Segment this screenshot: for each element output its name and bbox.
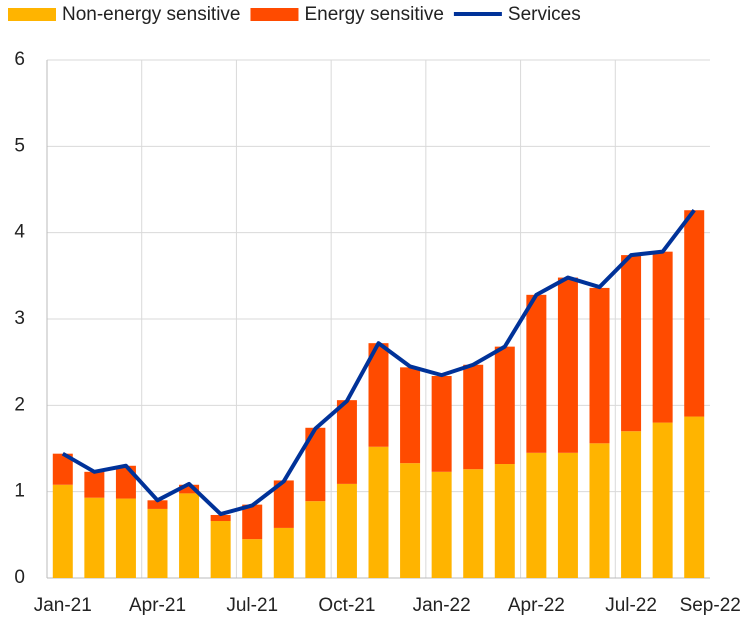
bar [147, 500, 168, 509]
bar [242, 539, 263, 578]
bar [368, 446, 389, 578]
legend-label: Energy sensitive [304, 4, 443, 25]
bar [431, 471, 452, 578]
bar [273, 480, 294, 528]
bar [52, 484, 73, 578]
bar [684, 210, 705, 417]
bar [589, 287, 610, 444]
x-tick-label: Apr-21 [129, 595, 186, 616]
x-tick-label: Apr-22 [508, 595, 565, 616]
bar [526, 294, 547, 453]
bar [179, 493, 200, 578]
bar [557, 277, 578, 453]
bar [147, 508, 168, 578]
line [61, 209, 696, 517]
bar [84, 497, 105, 578]
bar [463, 364, 484, 470]
bar [494, 346, 515, 465]
bar [684, 416, 705, 578]
bar [463, 469, 484, 578]
bar [336, 400, 357, 484]
x-tick-label: Oct-21 [318, 595, 375, 616]
y-tick-label: 3 [14, 308, 25, 329]
bar [52, 453, 73, 485]
bar [652, 251, 673, 423]
y-tick-label: 6 [14, 49, 25, 70]
bar [368, 343, 389, 447]
bar [400, 367, 421, 464]
x-tick-label: Sep-22 [680, 595, 741, 616]
bar [273, 527, 294, 578]
y-tick-label: 0 [14, 567, 25, 588]
bar [621, 431, 642, 578]
x-tick-label: Jan-21 [34, 595, 92, 616]
x-tick-label: Jan-22 [413, 595, 471, 616]
y-tick-label: 4 [14, 222, 25, 243]
bar [621, 255, 642, 432]
bar [179, 484, 200, 494]
bar [494, 464, 515, 578]
legend-swatch [8, 8, 56, 21]
bar [305, 427, 326, 502]
x-tick-label: Jul-21 [226, 595, 278, 616]
bar [84, 471, 105, 498]
y-tick-label: 2 [14, 394, 25, 415]
legend-swatch [250, 8, 299, 21]
bar [526, 452, 547, 578]
bar [210, 514, 231, 522]
bar [242, 504, 263, 540]
y-tick-label: 1 [14, 481, 25, 502]
bar [336, 483, 357, 578]
x-tick-label: Jul-22 [605, 595, 657, 616]
bar [400, 463, 421, 578]
bar [557, 452, 578, 578]
bar [210, 521, 231, 578]
bar [652, 422, 673, 578]
bar [431, 375, 452, 472]
y-tick-label: 5 [14, 135, 25, 156]
legend-label: Non-energy sensitive [62, 4, 240, 25]
legend-label: Services [508, 4, 581, 25]
bar [115, 498, 136, 578]
bar [305, 501, 326, 578]
bar [589, 443, 610, 578]
